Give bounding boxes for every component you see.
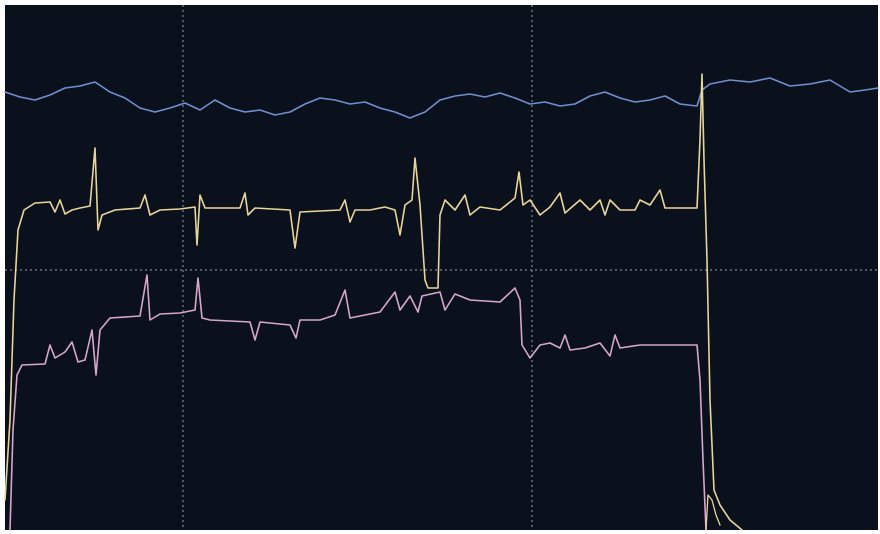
scope-screen bbox=[0, 0, 880, 534]
screen-background bbox=[5, 5, 878, 530]
